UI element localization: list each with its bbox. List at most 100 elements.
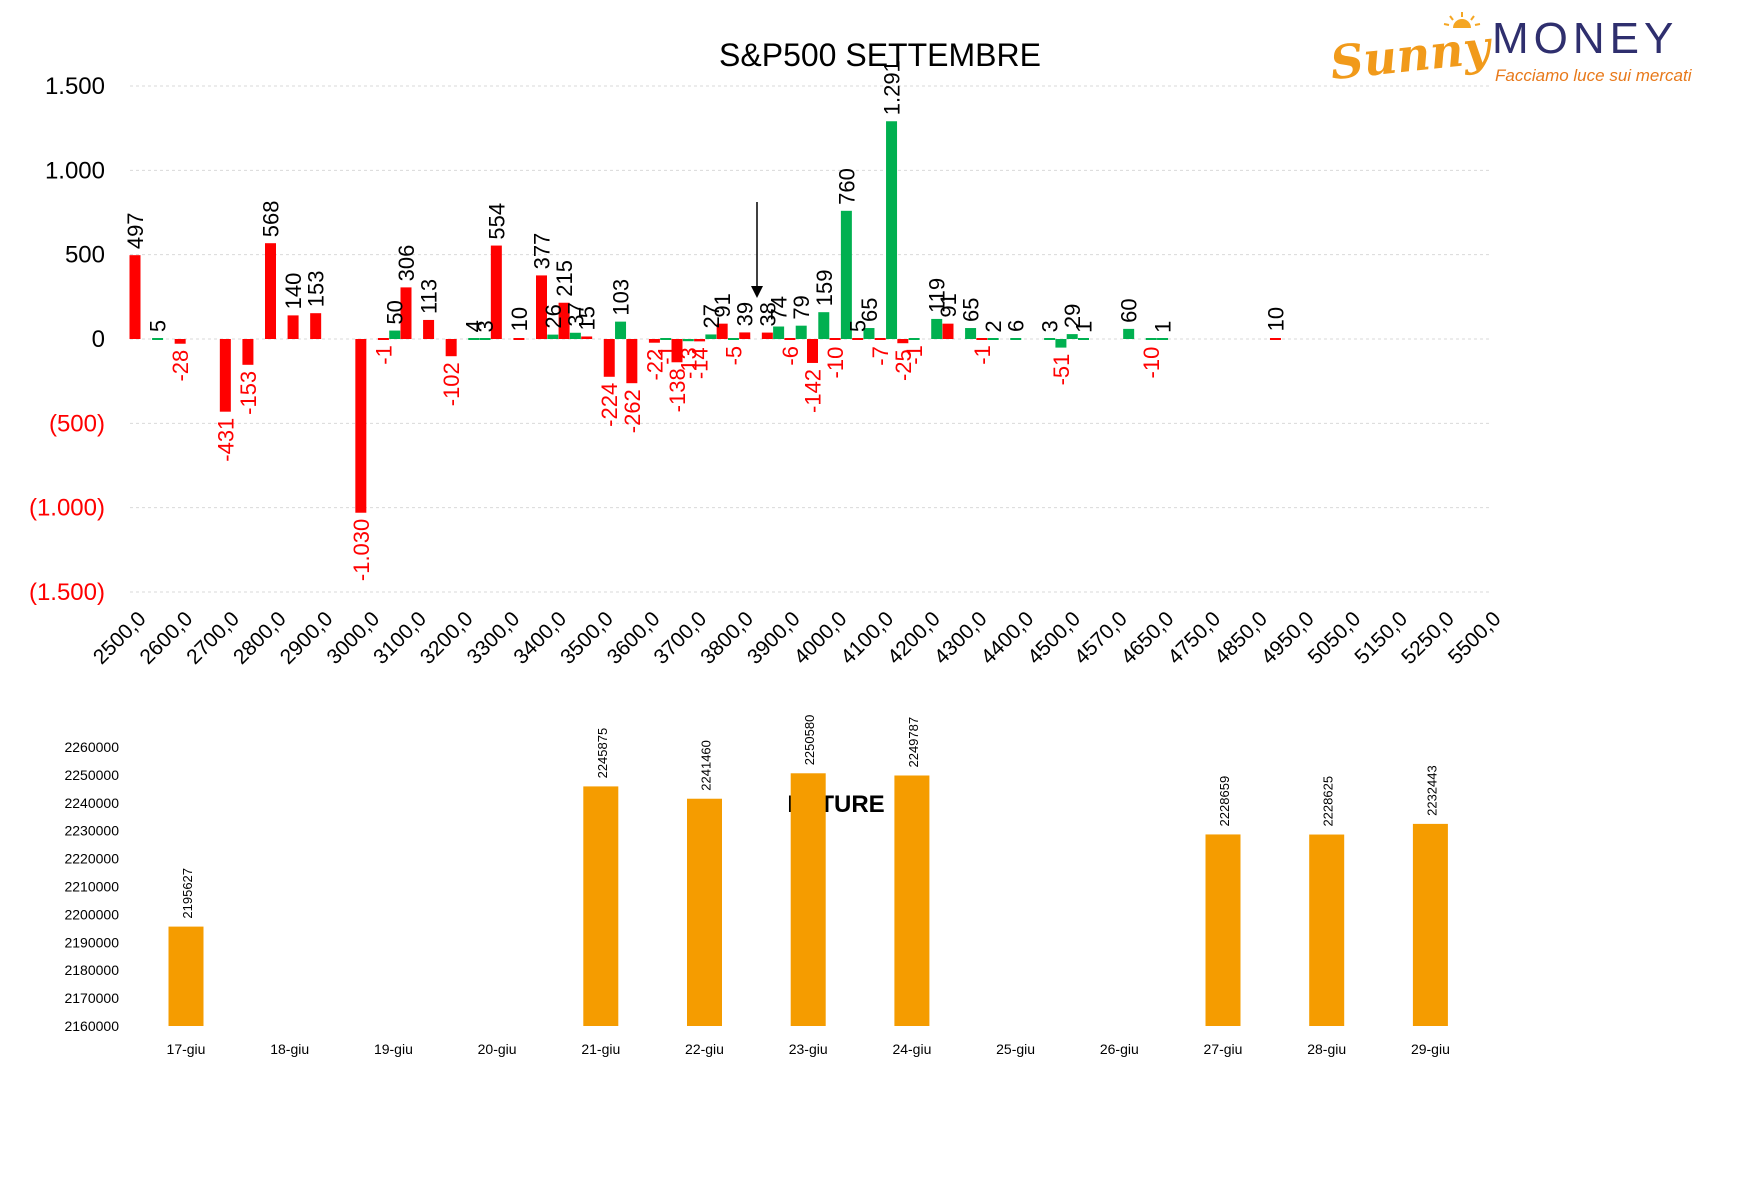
data-label: 79 xyxy=(789,295,814,319)
data-bar xyxy=(840,210,852,339)
data-label: -1 xyxy=(970,345,995,365)
data-bar xyxy=(694,339,706,342)
future-data-label: 2249787 xyxy=(906,717,921,768)
data-label: -6 xyxy=(778,346,803,366)
data-bar xyxy=(829,338,841,340)
chart-title: S&P500 SETTEMBRE xyxy=(719,37,1041,73)
y-tick-label: 2220000 xyxy=(64,851,119,867)
data-label: -10 xyxy=(1139,347,1164,379)
data-bar xyxy=(626,339,638,384)
x-tick-label: 27-giu xyxy=(1204,1041,1243,1057)
data-label: 497 xyxy=(123,212,148,249)
x-tick-label: 18-giu xyxy=(270,1041,309,1057)
y-tick-label: 0 xyxy=(92,326,105,353)
future-data-label: 2241460 xyxy=(699,740,714,791)
data-bar xyxy=(152,338,164,340)
data-bar xyxy=(784,338,796,340)
y-tick-label: (1.000) xyxy=(29,495,105,522)
data-label: -28 xyxy=(168,350,193,382)
arrow-marker xyxy=(751,202,763,298)
future-bar xyxy=(790,773,826,1026)
data-bar xyxy=(727,338,739,340)
data-label: 3 xyxy=(1038,320,1063,332)
data-label: 159 xyxy=(812,269,837,306)
data-bar xyxy=(818,312,830,339)
data-bar xyxy=(705,334,717,339)
data-label: 50 xyxy=(383,300,408,324)
data-label: 60 xyxy=(1117,298,1142,322)
logo-brand-text: MONEY xyxy=(1492,14,1679,63)
logo-tagline: Facciamo luce sui mercati xyxy=(1495,66,1692,85)
data-label: -1.030 xyxy=(349,519,374,581)
logo-script-text: Sunny xyxy=(1327,19,1493,91)
y-tick-label: 2230000 xyxy=(64,823,119,839)
data-label: -153 xyxy=(236,371,261,415)
data-bar xyxy=(1123,328,1135,339)
y-tick-label: 1.500 xyxy=(45,73,105,100)
data-label: 153 xyxy=(304,270,329,307)
x-tick-label: 22-giu xyxy=(685,1041,724,1057)
future-bar xyxy=(894,775,930,1026)
data-label: -7 xyxy=(868,346,893,366)
future-data-label: 2195627 xyxy=(180,868,195,919)
data-label: 91 xyxy=(710,293,735,317)
y-tick-label: 2210000 xyxy=(64,879,119,895)
data-label: -14 xyxy=(688,347,713,379)
top-chart-y-axis: 1.500 1.000 500 0 (500) (1.000) (1.500) xyxy=(29,73,105,606)
data-bar xyxy=(547,334,559,339)
data-label: 29 xyxy=(1060,304,1085,328)
data-bar xyxy=(445,339,457,357)
data-label: 37 xyxy=(563,302,588,326)
data-label: -1 xyxy=(371,345,396,365)
data-label: 119 xyxy=(925,278,950,313)
data-bar xyxy=(513,338,525,340)
data-bar xyxy=(863,328,875,339)
data-bar xyxy=(377,338,389,340)
y-tick-label: 2260000 xyxy=(64,739,119,755)
data-label: 140 xyxy=(281,273,306,310)
data-bar xyxy=(389,330,401,339)
future-bar xyxy=(1412,823,1448,1026)
x-tick-label: 26-giu xyxy=(1100,1041,1139,1057)
x-tick-label: 25-giu xyxy=(996,1041,1035,1057)
top-chart-x-axis: 2500,02600,02700,02800,02900,03000,03100… xyxy=(89,607,1506,669)
data-bar xyxy=(310,313,322,339)
data-label: 2 xyxy=(981,320,1006,332)
y-tick-label: 2200000 xyxy=(64,906,119,922)
data-bar xyxy=(603,339,615,377)
future-bar xyxy=(1205,834,1241,1026)
data-bar xyxy=(976,338,988,340)
data-label: 65 xyxy=(959,298,984,322)
data-bar xyxy=(423,319,435,339)
data-bar xyxy=(242,339,254,365)
x-tick-label: 19-giu xyxy=(374,1041,413,1057)
data-bar xyxy=(965,328,977,339)
data-label: -431 xyxy=(213,418,238,462)
data-bar xyxy=(400,287,412,339)
future-data-label: 2245875 xyxy=(595,728,610,779)
data-bar xyxy=(581,336,593,339)
y-tick-label: 1.000 xyxy=(45,157,105,184)
data-label: -102 xyxy=(439,362,464,406)
future-data-label: 2250580 xyxy=(802,715,817,766)
data-bar xyxy=(536,275,547,339)
data-label: -22 xyxy=(642,349,667,381)
data-bar xyxy=(287,315,299,339)
data-bar xyxy=(897,339,909,344)
data-bar xyxy=(773,326,785,339)
data-label: 6 xyxy=(1004,320,1029,332)
data-label: 306 xyxy=(394,245,419,282)
data-label: 215 xyxy=(552,260,577,297)
data-label: -5 xyxy=(721,346,746,366)
future-data-label: 2228625 xyxy=(1321,776,1336,827)
data-label: -138 xyxy=(665,368,690,412)
future-chart-data-labels: 2195627 2245875 2241460 2250580 2249787 22286… xyxy=(180,715,1439,919)
data-label: -224 xyxy=(597,383,622,427)
data-bar xyxy=(569,332,581,339)
data-label: 760 xyxy=(834,168,859,205)
x-tick-label: 28-giu xyxy=(1307,1041,1346,1057)
data-label: 39 xyxy=(733,302,758,326)
x-tick-label: 23-giu xyxy=(789,1041,828,1057)
x-tick-label: 17-giu xyxy=(167,1041,206,1057)
data-bar xyxy=(671,339,683,363)
